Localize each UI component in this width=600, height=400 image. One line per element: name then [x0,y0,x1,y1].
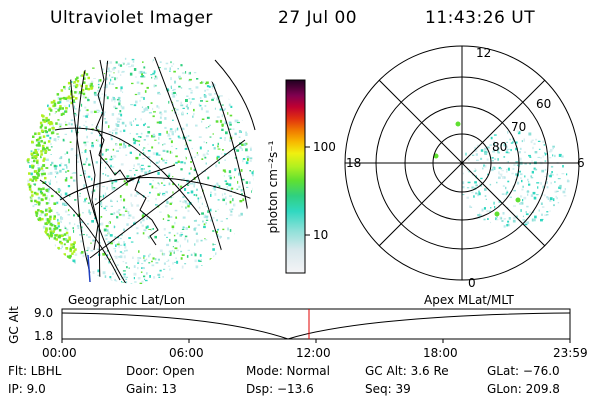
time-tick-1200: 12:00 [296,346,331,360]
observation-time: 11:43:26 UT [425,8,536,28]
lat-label-70: 70 [511,120,527,134]
colorbar [285,79,310,274]
polar-plot [344,45,580,281]
colorbar-tick-10: 10 [313,228,329,242]
satellite-track [87,254,91,283]
mlt-label-12: 12 [476,46,492,60]
info-glat: GLat: −76.0 [487,364,560,378]
colorbar-tick-100: 100 [313,140,336,154]
time-tick-0600: 06:00 [169,346,204,360]
info-seq: Seq: 39 [365,382,411,396]
coastline [89,59,159,251]
observation-date: 27 Jul 00 [278,8,358,28]
altitude-axis-label: GC Alt [7,306,21,344]
info-door: Door: Open [126,364,195,378]
right-panel-label: Apex MLat/MLT [424,293,514,307]
mlt-label-6: 6 [577,156,585,170]
info-gc-alt: GC Alt: 3.6 Re [365,364,449,378]
altitude-min-label: 1.8 [34,329,54,343]
info-dsp: Dsp: −13.6 [246,382,314,396]
time-tick-2359: 23:59 [553,346,588,360]
info-mode: Mode: Normal [246,364,330,378]
map-grid-lines [39,56,254,284]
time-tick-1800: 18:00 [423,346,458,360]
instrument-title: Ultraviolet Imager [50,8,213,28]
altitude-max-label: 9.0 [34,306,54,320]
left-panel-label: Geographic Lat/Lon [68,293,186,307]
lat-label-60: 60 [536,97,552,111]
lat-label-80: 80 [492,140,508,154]
info-ip: IP: 9.0 [8,382,46,396]
geographic-image [26,56,256,284]
info-gain: Gain: 13 [126,382,177,396]
altitude-plot [61,308,571,343]
colorbar-unit-label: photon cm⁻²s⁻¹ [266,140,280,234]
info-glon: GLon: 209.8 [487,382,560,396]
mlt-label-0: 0 [468,276,476,290]
info-filter: Flt: LBHL [8,364,62,378]
time-tick-0000: 00:00 [42,346,77,360]
mlt-label-18: 18 [346,156,362,170]
